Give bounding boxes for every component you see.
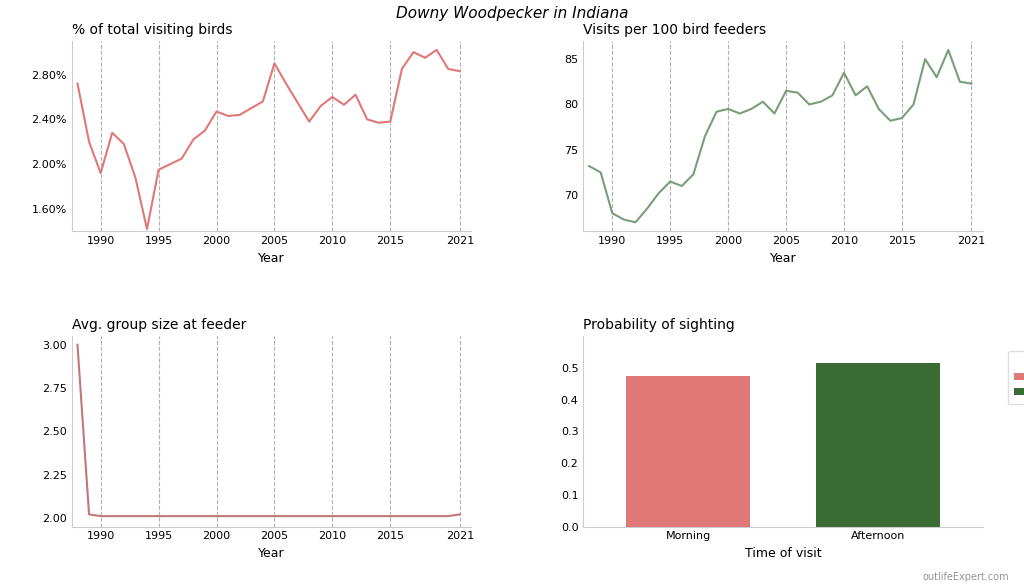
X-axis label: Year: Year xyxy=(770,252,797,265)
X-axis label: Time of visit: Time of visit xyxy=(744,547,821,560)
Text: Visits per 100 bird feeders: Visits per 100 bird feeders xyxy=(584,23,766,37)
Legend: Morning, Afternoon: Morning, Afternoon xyxy=(1009,351,1024,404)
Text: Avg. group size at feeder: Avg. group size at feeder xyxy=(72,318,246,332)
X-axis label: Year: Year xyxy=(258,547,285,560)
Text: Downy Woodpecker in Indiana: Downy Woodpecker in Indiana xyxy=(395,6,629,21)
X-axis label: Year: Year xyxy=(258,252,285,265)
Text: Probability of sighting: Probability of sighting xyxy=(584,318,735,332)
Bar xyxy=(816,363,940,526)
Text: outlifeExpert.com: outlifeExpert.com xyxy=(922,572,1009,582)
Text: % of total visiting birds: % of total visiting birds xyxy=(72,23,232,37)
Bar xyxy=(626,376,750,526)
